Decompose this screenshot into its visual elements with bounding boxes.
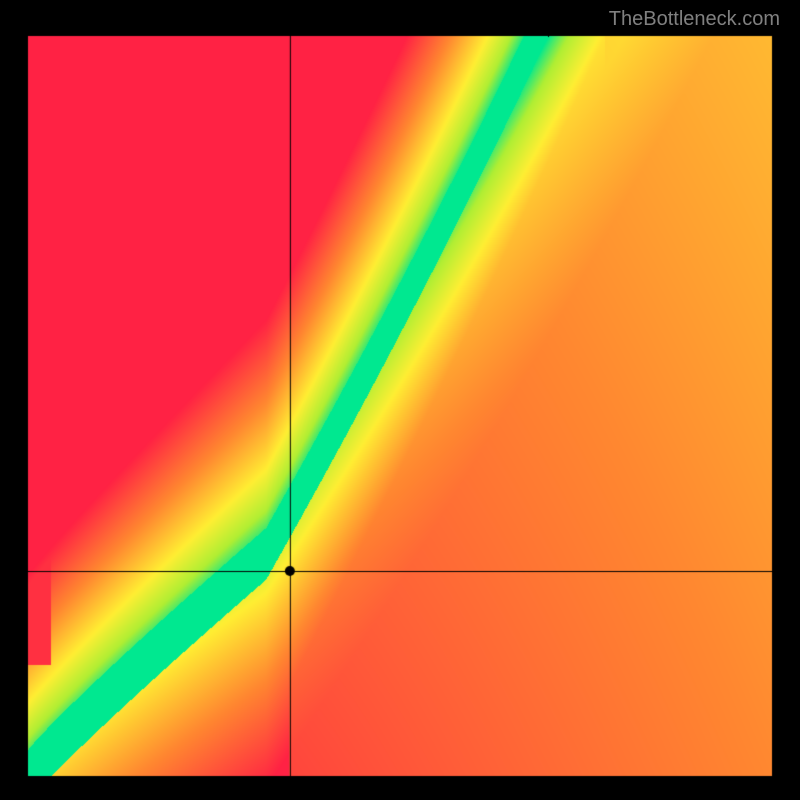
heatmap-canvas bbox=[0, 0, 800, 800]
chart-container: TheBottleneck.com bbox=[0, 0, 800, 800]
watermark-text: TheBottleneck.com bbox=[609, 8, 780, 31]
